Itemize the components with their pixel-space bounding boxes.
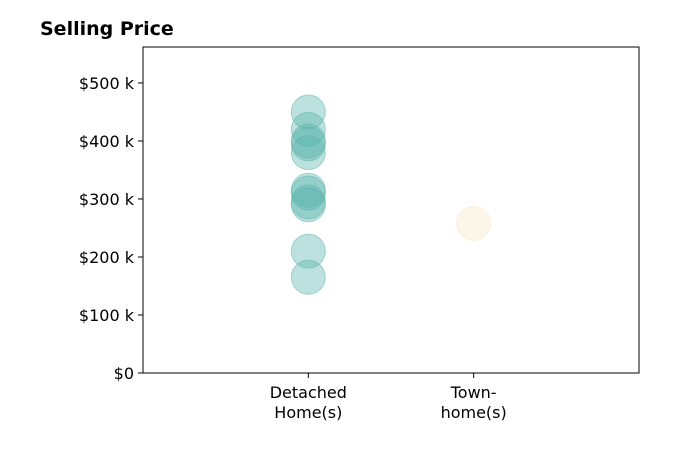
data-point xyxy=(290,233,326,269)
x-tick-label: Town- xyxy=(450,383,497,402)
data-point xyxy=(290,175,326,211)
x-tick-label: Home(s) xyxy=(274,403,342,422)
x-tick-label: Detached xyxy=(270,383,347,402)
chart-title: Selling Price xyxy=(40,18,174,40)
y-tick-label: $200 k xyxy=(79,248,135,267)
data-point xyxy=(290,126,326,162)
data-point xyxy=(290,259,326,295)
data-point xyxy=(290,187,326,223)
y-tick-label: $500 k xyxy=(79,74,135,93)
x-tick-label: home(s) xyxy=(441,403,507,422)
y-tick-label: $0 xyxy=(114,364,134,383)
y-tick-label: $300 k xyxy=(79,190,135,209)
data-point xyxy=(290,135,326,171)
y-axis: $0 $100 k $200 k $300 k $400 k $500 k xyxy=(79,74,143,383)
y-tick-label: $100 k xyxy=(79,306,135,325)
plot-area xyxy=(142,46,640,374)
y-tick-label: $400 k xyxy=(79,132,135,151)
data-points xyxy=(290,94,492,295)
data-point xyxy=(456,205,492,241)
